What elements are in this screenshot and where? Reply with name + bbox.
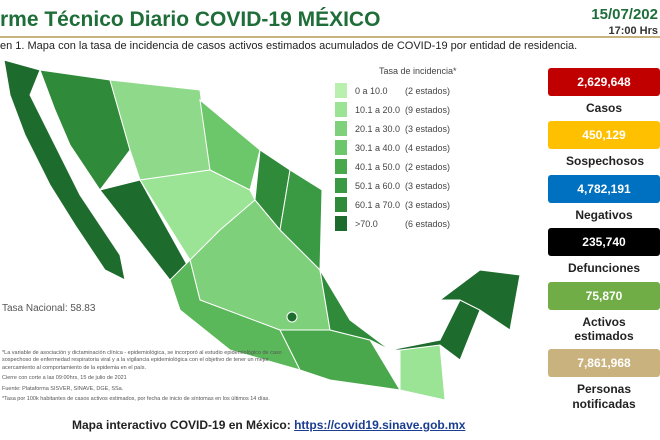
- stat-value: 7,861,968: [548, 349, 660, 378]
- legend-range: 20.1 a 30.0: [355, 123, 401, 134]
- title: rme Técnico Diario COVID-19 MÉXICO: [0, 8, 381, 31]
- footnotes: *La variable de asociación y dictaminaci…: [2, 350, 302, 407]
- link[interactable]: https://covid19.sinave.gob.mx: [294, 418, 466, 432]
- state: [109, 79, 211, 181]
- legend-item: 10.1 a 20.0 (9 estados): [335, 100, 457, 119]
- footnote: *Tasa por 100k habitantes de casos activ…: [2, 396, 270, 403]
- legend-count: (3 estados): [405, 180, 451, 191]
- divider: [0, 36, 660, 38]
- legend-range: 40.1 a 50.0: [355, 161, 401, 172]
- footer-text: Mapa interactivo COVID-19 en México:: [72, 418, 295, 432]
- legend-count: (2 estados): [405, 161, 451, 172]
- legend-item: 40.1 a 50.0 (2 estados): [335, 157, 457, 176]
- legend-swatch: [335, 178, 347, 193]
- stat-label: Personas notificadas: [572, 382, 636, 411]
- legend-range: >70.0: [355, 218, 378, 229]
- legend-swatch: [335, 159, 347, 174]
- legend-count: (6 estados): [405, 218, 451, 229]
- legend-range: 10.1 a 20.0: [355, 104, 401, 115]
- legend-swatch: [335, 216, 347, 231]
- legend-range: 30.1 a 40.0: [355, 142, 401, 153]
- legend-item: 50.1 a 60.0 (3 estados): [335, 176, 457, 195]
- legend-count: (3 estados): [405, 199, 451, 210]
- legend-swatch: [335, 140, 347, 155]
- map: [3, 59, 521, 401]
- stat-value: 75,870: [548, 281, 660, 310]
- stat-label: Sospechosos: [566, 154, 645, 169]
- footnote: Fuente: Plataforma SISVER, SINAVE, DGE, …: [2, 385, 124, 392]
- national-rate: Tasa Nacional: 58.83: [2, 303, 96, 314]
- legend-range: 60.1 a 70.0: [355, 199, 401, 210]
- legend-range: 50.1 a 60.0: [355, 180, 401, 191]
- state: [3, 59, 126, 281]
- legend-swatch: [335, 121, 347, 136]
- stats-panel: 2,629,648 Casos 450,129 Sospechosos 4,782,19…: [548, 68, 660, 417]
- stat-label: Activos estimados: [574, 314, 634, 343]
- state: [319, 269, 391, 351]
- legend-item: 30.1 a 40.0 (4 estados): [335, 138, 457, 157]
- footnote: Cierre con corte a las 09:00hrs, 15 de j…: [2, 375, 127, 382]
- stat-label: Defunciones: [567, 261, 640, 276]
- legend-item: >70.0 (6 estados): [335, 214, 457, 233]
- stat-value: 2,629,648: [548, 68, 660, 96]
- legend-item: 0 a 10.0 (2 estados): [335, 81, 457, 100]
- state: [438, 269, 521, 331]
- legend-count: (3 estados): [405, 123, 451, 134]
- stat-value: 235,740: [548, 228, 660, 257]
- legend-swatch: [335, 83, 347, 98]
- time: 17:00 Hrs: [608, 25, 658, 37]
- state: [286, 311, 298, 323]
- caption: en 1. Mapa con la tasa de incidencia de …: [0, 40, 578, 52]
- stat-value: 450,129: [548, 121, 660, 150]
- legend-range: 0 a 10.0: [355, 85, 388, 96]
- legend-swatch: [335, 197, 347, 212]
- legend: Tasa de incidencia* 0 a 10.0 (2 estados) 10…: [335, 66, 457, 233]
- date: 15/07/202: [591, 6, 658, 23]
- legend-count: (4 estados): [405, 142, 451, 153]
- stat-label: Negativos: [575, 207, 633, 222]
- legend-swatch: [335, 102, 347, 117]
- legend-count: (9 estados): [405, 104, 451, 115]
- stat-label: Casos: [585, 101, 623, 115]
- footnote: *La variable de asociación y dictaminaci…: [2, 350, 282, 371]
- legend-item: 60.1 a 70.0 (3 estados): [335, 195, 457, 214]
- state: [389, 299, 481, 361]
- legend-item: 20.1 a 30.0 (3 estados): [335, 119, 457, 138]
- legend-count: (2 estados): [405, 85, 451, 96]
- legend-title: Tasa de incidencia*: [379, 66, 457, 76]
- stat-value: 4,782,191: [548, 174, 660, 203]
- footer: Mapa interactivo COVID-19 en México: htt…: [72, 418, 465, 432]
- state: [399, 344, 446, 401]
